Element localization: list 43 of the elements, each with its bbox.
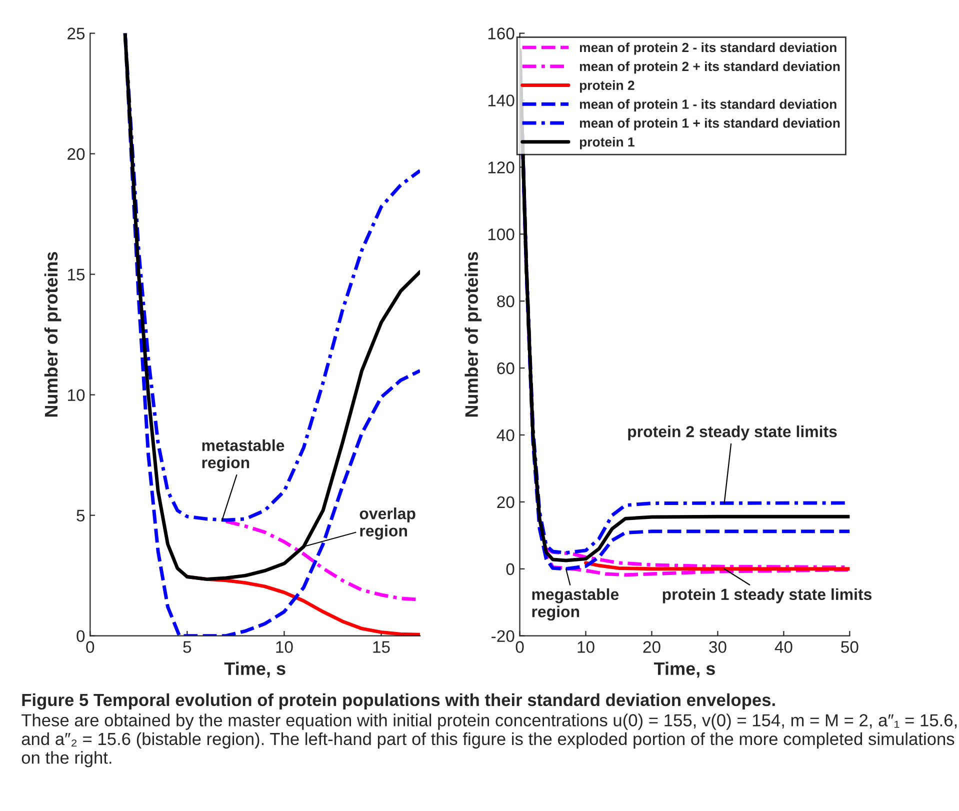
x-axis-title: Time, s bbox=[654, 662, 715, 678]
legend-label: mean of protein 1 + its standard deviation bbox=[580, 118, 840, 130]
x-tick-label: 0 bbox=[86, 641, 94, 653]
annotation: overlap region bbox=[360, 508, 416, 540]
y-tick-label: 15 bbox=[68, 268, 85, 280]
y-tick-label: 0 bbox=[76, 630, 85, 642]
y-tick-label: -20 bbox=[492, 630, 514, 642]
y-tick-label: 100 bbox=[488, 228, 514, 240]
annotation: metastable region bbox=[202, 439, 284, 472]
y-tick-label: 20 bbox=[497, 496, 514, 508]
x-tick-label: 10 bbox=[276, 641, 293, 653]
legend-label: mean of protein 2 - its standard deviation bbox=[580, 42, 836, 55]
legend-label: mean of protein 1 - its standard deviation bbox=[580, 99, 836, 112]
text: Figure 5 Temporal evolution of protein populations with their standard deviation envelopes. bbox=[22, 693, 775, 710]
x-tick-label: 0 bbox=[516, 641, 524, 653]
x-tick-label: 15 bbox=[373, 641, 390, 653]
y-tick-label: 10 bbox=[68, 389, 85, 401]
y-tick-label: 120 bbox=[488, 162, 514, 174]
y-axis-title: Number of proteins bbox=[44, 252, 62, 417]
y-tick-label: 25 bbox=[68, 28, 85, 40]
legend-label: protein 2 bbox=[580, 80, 634, 93]
annotation: protein 1 steady state limits bbox=[662, 588, 872, 604]
x-tick-label: 10 bbox=[578, 641, 594, 653]
legend-label: mean of protein 2 + its standard deviation bbox=[580, 61, 840, 74]
x-axis-title: Time, s bbox=[224, 662, 286, 678]
y-tick-label: 0 bbox=[506, 563, 514, 576]
x-tick-label: 5 bbox=[183, 641, 192, 653]
annotation: megastable region bbox=[532, 588, 619, 621]
y-tick-label: 20 bbox=[68, 148, 85, 160]
y-tick-label: 60 bbox=[497, 362, 514, 374]
text: These are obtained by the master equation with initial protein concentrations u(0) = 155, v(0) = 154, m = M = 2, a″₁ = 15.6, and a″₂ = 15.6 (bistable region). The left-hand part of this figure is the exploded portion of the more completed simulations on the right. bbox=[21, 714, 957, 768]
y-tick-label: 5 bbox=[76, 510, 85, 522]
y-tick-label: 40 bbox=[496, 429, 514, 442]
y-tick-label: 140 bbox=[488, 94, 514, 106]
y-axis-title: Number of proteins bbox=[464, 252, 482, 417]
y-tick-label: 160 bbox=[488, 28, 514, 40]
x-tick-label: 30 bbox=[709, 641, 726, 653]
x-tick-label: 20 bbox=[643, 641, 660, 653]
y-tick-label: 80 bbox=[497, 295, 514, 308]
annotation: protein 2 steady state limits bbox=[628, 426, 837, 440]
x-tick-label: 40 bbox=[774, 641, 792, 653]
x-tick-label: 50 bbox=[841, 641, 858, 653]
legend-label: protein 1 bbox=[580, 136, 634, 150]
